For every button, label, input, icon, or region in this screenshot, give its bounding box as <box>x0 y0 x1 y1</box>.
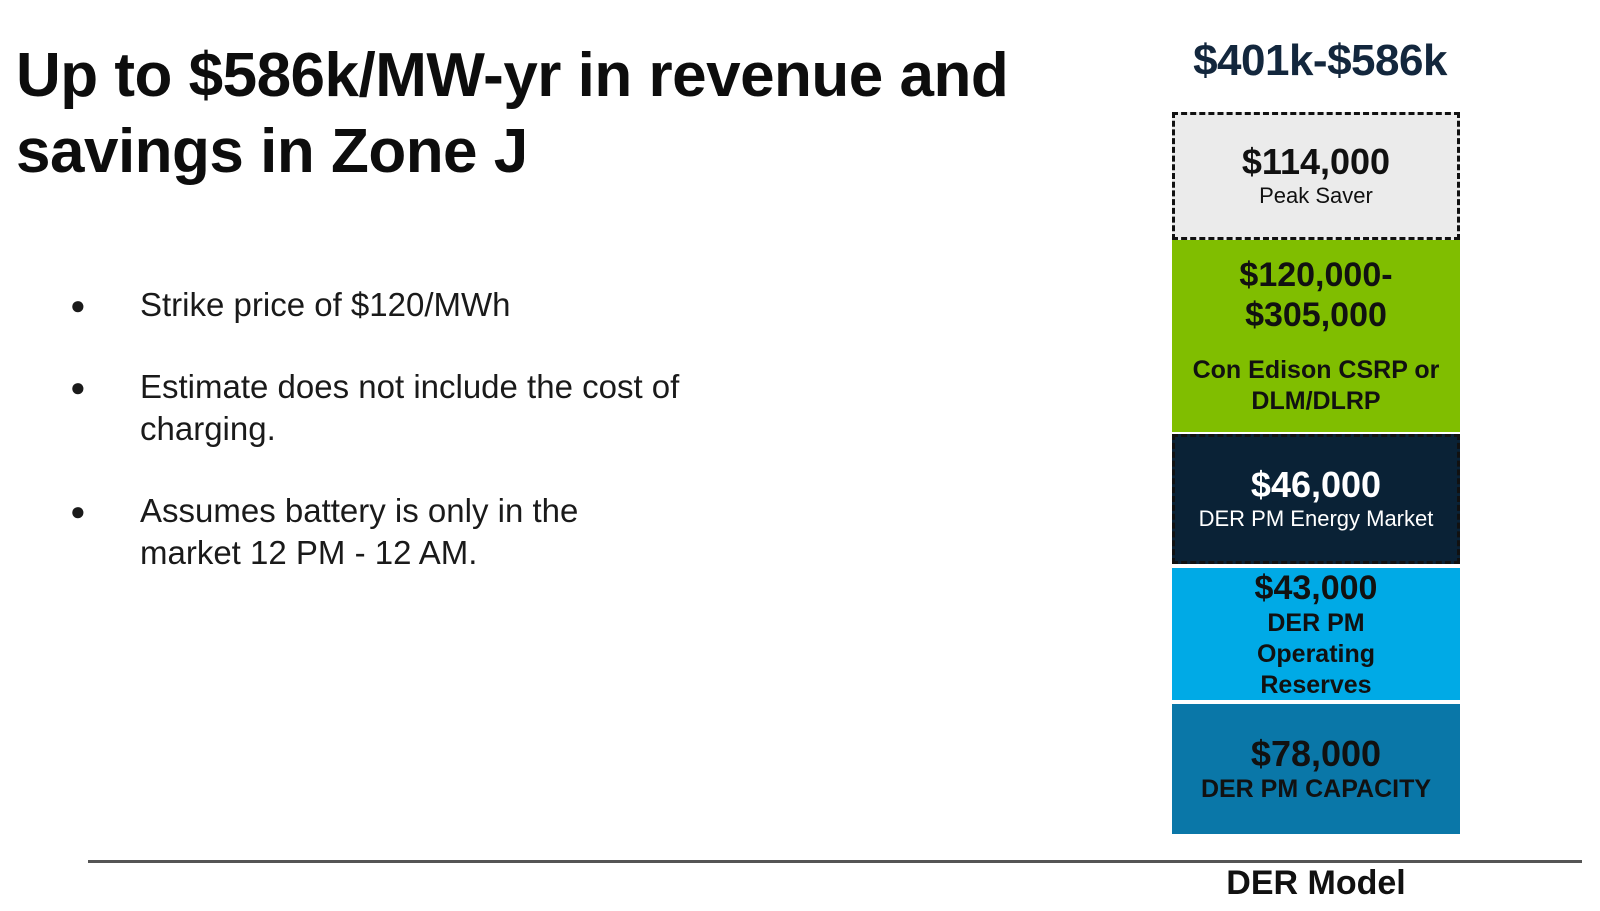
segment-series-label: Con Edison CSRP or DLM/DLRP <box>1192 356 1440 415</box>
bullet-dot-icon: ● <box>70 372 86 402</box>
bullet-text: Estimate does not include the cost of ch… <box>140 368 680 447</box>
bar-segment-der-pm-capacity: $78,000 DER PM CAPACITY <box>1172 704 1460 834</box>
segment-series-label: DER PM CAPACITY <box>1200 774 1432 803</box>
segment-series-label: DER PM Energy Market <box>1198 506 1434 531</box>
segment-value-label: $120,000- $305,000 <box>1239 256 1393 334</box>
chart-baseline <box>88 860 1582 863</box>
segment-series-label: DER PM Operating Reserves <box>1256 608 1376 699</box>
bar-segment-con-edison-csrp-or-dlm-dlrp: $120,000- $305,000 Con Edison CSRP or DLM… <box>1172 240 1460 432</box>
bullet-text: Strike price of $120/MWh <box>140 286 511 323</box>
bullet-item: ● Strike price of $120/MWh <box>70 284 770 326</box>
bar-segment-peak-saver: $114,000 Peak Saver <box>1172 112 1460 240</box>
segment-value-label: $46,000 <box>1250 464 1382 505</box>
segment-series-label: Peak Saver <box>1259 183 1373 208</box>
bullet-dot-icon: ● <box>70 496 86 526</box>
segment-value-label: $43,000 <box>1254 568 1378 607</box>
bullet-list: ● Strike price of $120/MWh ● Estimate do… <box>70 284 770 614</box>
bar-segment-der-pm-energy-market: $46,000 DER PM Energy Market <box>1172 434 1460 564</box>
slide-title: Up to $586k/MW-yr in revenue and savings… <box>16 41 1009 186</box>
segment-value-label: $78,000 <box>1250 732 1382 774</box>
x-category-label: DER Model <box>1226 864 1406 902</box>
bullet-item: ● Assumes battery is only in the market … <box>70 490 770 574</box>
segment-value-label: $114,000 <box>1241 141 1391 182</box>
bullet-dot-icon: ● <box>70 290 86 320</box>
bar-segment-der-pm-operating-reserves: $43,000 DER PM Operating Reserves <box>1172 568 1460 700</box>
chart-total-range-label: $401k-$586k <box>1193 36 1447 85</box>
bullet-text: Assumes battery is only in the market 12… <box>140 492 579 571</box>
bullet-item: ● Estimate does not include the cost of … <box>70 366 770 450</box>
